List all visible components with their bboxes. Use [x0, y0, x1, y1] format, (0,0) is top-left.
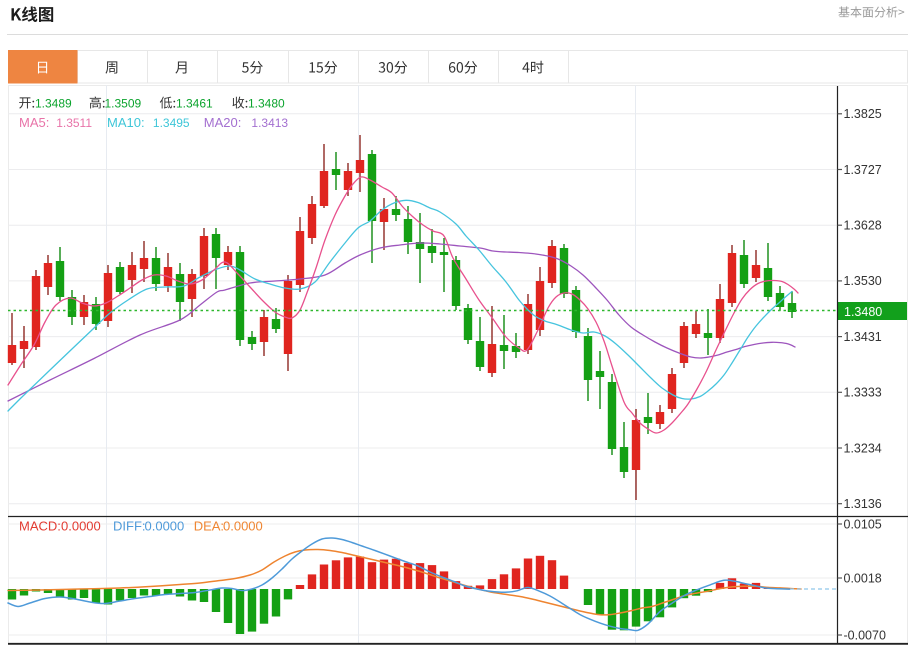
svg-text:MA20:: MA20: — [204, 115, 242, 130]
svg-text:1.3628: 1.3628 — [844, 219, 882, 233]
svg-text:1.3495: 1.3495 — [153, 116, 190, 130]
svg-text:0.0105: 0.0105 — [844, 517, 882, 531]
svg-text:1.3530: 1.3530 — [844, 274, 882, 288]
svg-text:0.0000: 0.0000 — [145, 519, 185, 534]
svg-text:1.3234: 1.3234 — [844, 441, 882, 455]
svg-text:DIFF:: DIFF: — [113, 519, 146, 534]
svg-text:DEA:: DEA: — [194, 519, 224, 534]
svg-text:1.3511: 1.3511 — [56, 116, 92, 130]
svg-text:1.3480: 1.3480 — [248, 97, 285, 111]
svg-text:1.3413: 1.3413 — [251, 116, 288, 130]
svg-text:-0.0070: -0.0070 — [844, 628, 886, 642]
svg-text:1.3431: 1.3431 — [844, 330, 882, 344]
svg-text:0.0000: 0.0000 — [223, 519, 263, 534]
svg-text:MA5:: MA5: — [19, 115, 49, 130]
svg-text:0.0000: 0.0000 — [61, 519, 101, 534]
svg-text:1.3727: 1.3727 — [844, 163, 882, 177]
svg-text:1.3509: 1.3509 — [105, 97, 142, 111]
svg-text:MA10:: MA10: — [107, 115, 145, 130]
svg-text:1.3461: 1.3461 — [176, 97, 213, 111]
svg-text:MACD:: MACD: — [19, 519, 61, 534]
svg-text:1.3480: 1.3480 — [844, 305, 882, 319]
svg-text:0.0018: 0.0018 — [844, 571, 882, 585]
svg-text:1.3333: 1.3333 — [844, 386, 882, 400]
svg-text:1.3489: 1.3489 — [35, 97, 72, 111]
svg-text:1.3825: 1.3825 — [844, 107, 882, 121]
svg-text:1.3136: 1.3136 — [844, 497, 882, 511]
